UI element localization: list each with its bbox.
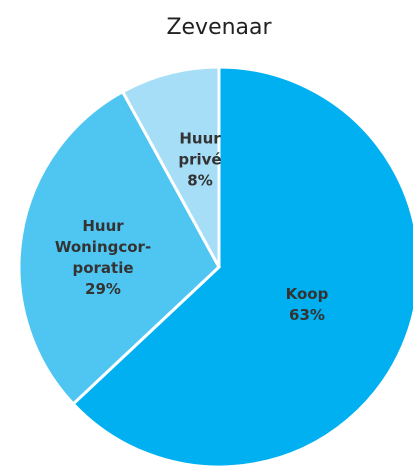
pie-slice	[17, 89, 221, 407]
slice-value-label: 29%	[85, 280, 121, 298]
slice-label: Huur	[179, 130, 221, 148]
slice-label: Koop	[286, 285, 329, 303]
chart-title: Zevenaar	[166, 15, 272, 40]
slice-label: privé	[178, 151, 221, 169]
slice-label: poratie	[72, 259, 133, 277]
slice-label: Woningcor-	[55, 238, 151, 256]
slice-value-label: 63%	[289, 306, 325, 324]
pie-slice	[71, 65, 413, 467]
slice-label: Huur	[82, 217, 124, 235]
pie-slice	[120, 65, 221, 268]
slice-value-label: 8%	[187, 172, 212, 190]
